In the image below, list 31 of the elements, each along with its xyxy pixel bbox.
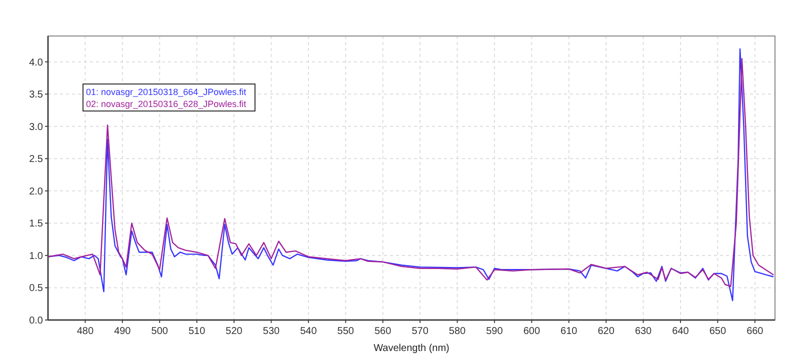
y-tick-label: 3.0 [29,122,44,133]
x-tick-label: 490 [114,326,132,337]
x-tick-label: 570 [412,326,429,337]
y-tick-label: 2.5 [29,154,44,166]
x-tick-label: 550 [337,326,354,337]
x-tick-label: 520 [226,326,243,337]
x-tick-label: 540 [300,326,318,337]
x-tick-label: 480 [76,326,94,337]
y-tick-label: 3.5 [29,90,44,101]
x-tick-label: 640 [672,326,690,337]
y-tick-label: 1.5 [29,218,44,230]
y-tick-label: 0.0 [29,316,44,326]
x-tick-label: 590 [486,326,504,337]
x-tick-label: 580 [448,326,466,337]
x-tick-label: 600 [523,326,540,337]
y-tick-label: 0.5 [29,283,44,294]
y-tick-label: 1.0 [29,250,44,262]
x-tick-label: 560 [374,326,392,337]
x-tick-label: 620 [598,326,615,337]
x-axis-title: Wavelength (nm) [374,343,450,354]
y-tick-label: 4.0 [29,57,44,68]
x-tick-label: 650 [709,326,726,337]
x-tick-label: 500 [151,326,168,337]
text: 02: novasgr_20150316_628_JPowles.fit [86,99,247,109]
x-tick-label: 660 [746,326,764,337]
y-tick-label: 2.0 [29,186,44,198]
x-tick-label: 530 [262,326,280,337]
x-tick-label: 630 [634,326,652,337]
text: 01: novasgr_20150318_664_JPowles.fit [86,87,247,97]
x-tick-label: 610 [560,326,578,337]
x-tick-label: 510 [188,326,206,337]
